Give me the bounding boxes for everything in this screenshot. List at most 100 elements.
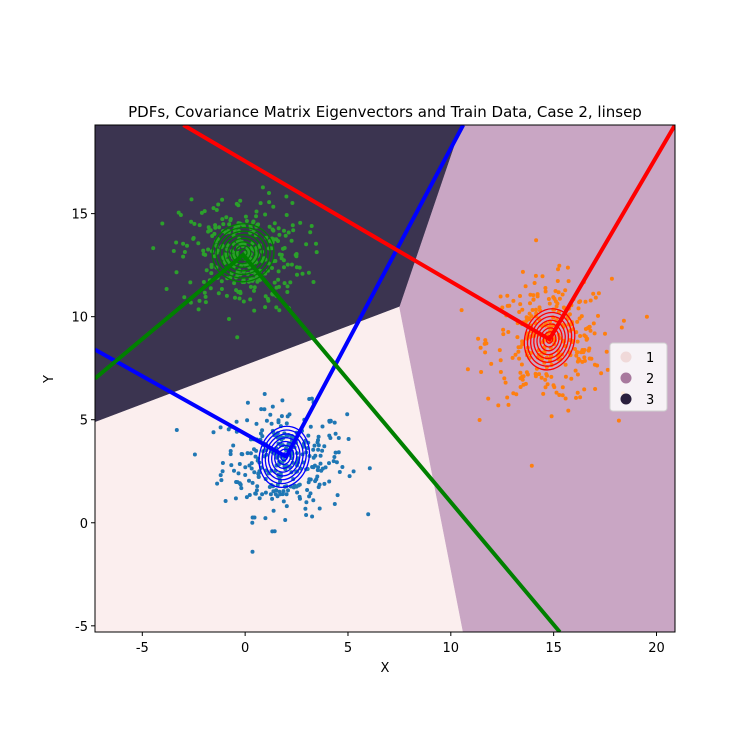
data-point-3 [256,222,261,227]
data-point-1 [313,453,318,458]
data-point-3 [214,208,219,212]
data-point-2 [506,330,511,334]
data-point-1 [312,443,317,448]
data-point-2 [575,372,580,377]
data-point-1 [248,451,253,456]
data-point-2 [539,375,544,380]
data-point-3 [271,204,276,209]
pdf-contour-level [267,437,301,477]
data-point-2 [593,295,598,300]
data-point-1 [297,494,302,499]
data-point-1 [347,474,352,479]
data-point-2 [534,238,539,243]
data-point-2 [560,385,565,390]
data-point-1 [311,498,316,503]
data-point-3 [290,223,295,228]
data-point-1 [280,398,285,403]
data-point-1 [315,440,320,445]
data-point-2 [519,362,524,367]
data-point-2 [515,335,520,340]
data-point-2 [537,305,542,310]
data-point-3 [267,191,271,195]
data-point-3 [304,242,309,247]
data-point-3 [224,215,229,220]
data-point-3 [209,271,214,276]
data-point-2 [500,305,505,310]
data-point-3 [227,222,232,227]
data-point-2 [523,381,528,386]
data-point-3 [181,254,186,259]
data-point-2 [518,294,522,298]
data-point-1 [255,484,260,489]
data-point-2 [596,313,600,318]
data-point-2 [582,355,587,360]
data-point-1 [270,404,275,409]
data-point-2 [557,263,562,268]
data-point-2 [583,327,588,331]
data-point-2 [529,463,534,468]
data-point-2 [549,374,554,379]
data-point-3 [228,218,233,223]
data-point-3 [291,228,296,233]
data-point-1 [220,469,225,474]
data-point-3 [171,249,176,253]
data-point-2 [575,319,580,324]
legend-box [609,342,668,412]
data-point-2 [533,307,538,312]
data-point-1 [308,491,313,496]
data-point-2 [523,284,528,289]
data-point-1 [333,431,338,436]
data-point-3 [258,201,263,206]
data-point-2 [498,358,503,363]
data-point-1 [239,486,244,491]
data-point-2 [520,307,525,312]
data-point-2 [496,403,501,408]
data-point-3 [237,296,242,301]
data-point-2 [518,302,523,307]
data-point-2 [498,370,503,374]
data-point-1 [312,463,317,468]
legend-label-1: 1 [646,351,654,366]
data-point-2 [530,308,535,312]
data-point-1 [237,481,242,486]
plot-frame [94,124,676,633]
data-point-1 [257,470,262,475]
data-point-2 [619,325,624,330]
data-point-3 [233,295,237,300]
data-point-1 [229,463,234,468]
data-point-3 [300,271,305,276]
data-point-3 [276,269,281,274]
data-point-2 [588,328,593,333]
data-point-2 [575,350,580,355]
data-point-1 [332,502,337,506]
x-tick-label: 10 [443,641,460,656]
data-point-1 [192,452,197,457]
data-point-2 [554,304,559,309]
data-point-1 [268,492,273,497]
data-point-1 [240,452,245,457]
data-point-2 [528,301,532,306]
data-point-3 [285,262,290,267]
data-point-2 [563,374,568,379]
data-point-1 [286,488,290,493]
data-point-2 [497,348,502,353]
data-point-3 [216,202,221,207]
data-point-2 [553,289,558,293]
data-point-3 [272,221,277,226]
data-point-2 [578,334,583,338]
data-point-1 [245,400,250,405]
x-tick-label: 20 [648,641,665,656]
data-point-1 [345,412,350,417]
data-point-2 [591,291,596,296]
data-point-1 [232,468,236,473]
data-point-3 [276,239,280,243]
data-point-1 [243,465,248,470]
data-point-1 [340,465,345,469]
data-point-3 [252,285,257,290]
data-point-3 [285,284,290,289]
data-point-2 [577,300,582,305]
data-point-1 [346,437,351,441]
data-point-1 [320,424,325,429]
data-point-3 [221,222,226,227]
pdf-contour-level [277,448,292,466]
